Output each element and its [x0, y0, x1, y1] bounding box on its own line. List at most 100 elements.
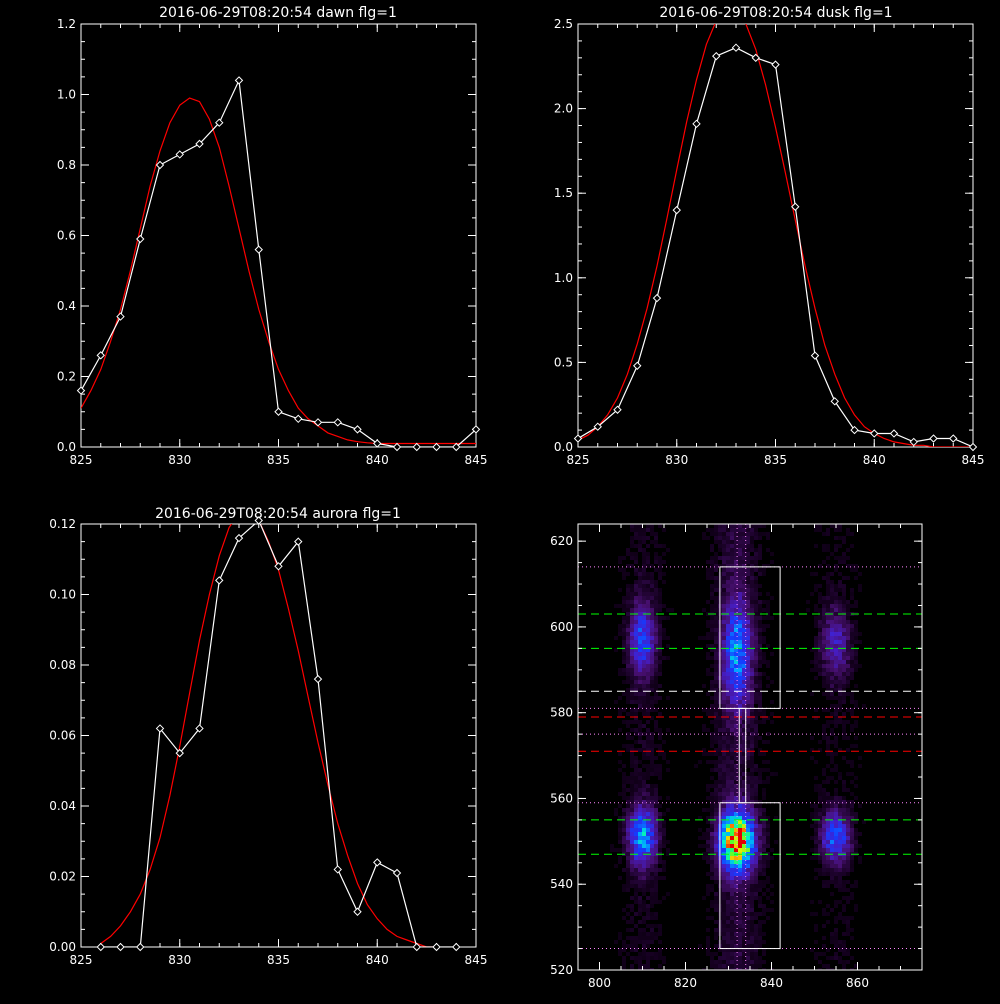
- dawn-data-point: [76, 386, 86, 395]
- aurora-title: 2016-06-29T08:20:54 aurora flg=1: [155, 506, 401, 522]
- dusk-data-point: [929, 434, 938, 443]
- image-xtick-label: 820: [674, 976, 697, 990]
- aurora-data-point: [353, 907, 362, 916]
- aurora-data-point: [116, 942, 125, 952]
- dawn-data-point: [373, 439, 382, 448]
- aurora-xtick-label: 830: [168, 953, 191, 967]
- dusk-ytick-label: 1.5: [554, 186, 573, 200]
- dusk-data-point: [791, 202, 800, 211]
- dawn-data-point: [274, 407, 283, 416]
- dawn-data-point: [412, 442, 421, 452]
- image-panel: 800 820 840 860 520 540 560 580 600 620: [550, 523, 923, 990]
- dusk-data-point: [810, 351, 820, 360]
- dusk-data-point: [613, 405, 622, 414]
- dusk-xtick-label: 825: [567, 453, 590, 467]
- image-ytick-label: 520: [550, 963, 573, 977]
- dusk-xtick-label: 830: [665, 453, 688, 467]
- dawn-data-point: [254, 245, 263, 254]
- image-xtick-label: 800: [588, 976, 611, 990]
- dawn-xtick-label: 835: [267, 453, 290, 467]
- aurora-ytick-label: 0.02: [49, 870, 76, 884]
- aurora-data-point: [294, 537, 303, 546]
- dawn-xtick-label: 845: [465, 453, 488, 467]
- dawn-data-point: [116, 312, 125, 321]
- aurora-data-point: [274, 562, 283, 571]
- dusk-data-point: [850, 425, 859, 435]
- dawn-ytick-label: 1.2: [57, 17, 76, 31]
- dawn-xtick-label: 840: [366, 453, 389, 467]
- dawn-panel: 2016-06-29T08:20:54 dawn flg=1 825 830 835…: [57, 5, 488, 467]
- dusk-data-point: [652, 293, 662, 303]
- aurora-data-point: [313, 674, 323, 684]
- dusk-fit-curve: [578, 24, 973, 447]
- dawn-data-point: [96, 351, 105, 360]
- aurora-data-point: [195, 724, 204, 733]
- selection-box: [719, 802, 781, 950]
- aurora-ytick-label: 0.12: [49, 517, 76, 531]
- selection-box: [719, 566, 781, 709]
- dawn-data-point: [333, 418, 342, 427]
- aurora-data-point: [155, 724, 165, 733]
- dusk-data-point: [712, 51, 721, 61]
- dusk-data-point: [949, 434, 958, 443]
- aurora-data-point: [254, 516, 263, 525]
- image-ytick-label: 600: [550, 620, 573, 634]
- aurora-data-point: [234, 533, 244, 543]
- dusk-data-point: [909, 437, 918, 447]
- aurora-data-point: [432, 942, 441, 952]
- aurora-data-point: [215, 576, 224, 585]
- aurora-ytick-label: 0.00: [49, 940, 76, 954]
- aurora-ytick-label: 0.10: [49, 588, 76, 602]
- selection-box: [738, 707, 747, 804]
- aurora-data-point: [392, 868, 402, 878]
- dawn-data-point: [353, 425, 362, 434]
- dawn-data-point: [195, 139, 204, 149]
- dusk-data-point: [633, 361, 642, 370]
- aurora-panel: 2016-06-29T08:20:54 aurora flg=1 825 830 8…: [49, 506, 487, 967]
- image-xtick-label: 860: [846, 976, 869, 990]
- image-xtick-label: 840: [760, 976, 783, 990]
- aurora-xtick-label: 835: [267, 953, 290, 967]
- dusk-data-point: [870, 429, 879, 438]
- aurora-data-point: [373, 858, 382, 867]
- dusk-panel: 2016-06-29T08:20:54 dusk flg=1 825 830 835…: [554, 5, 985, 467]
- dusk-title: 2016-06-29T08:20:54 dusk flg=1: [659, 5, 892, 21]
- dawn-title: 2016-06-29T08:20:54 dawn flg=1: [159, 5, 397, 21]
- aurora-data-point: [136, 942, 145, 952]
- dawn-xtick-label: 825: [70, 453, 93, 467]
- dawn-fit-curve: [81, 97, 476, 445]
- dawn-ytick-label: 0.0: [57, 440, 76, 454]
- aurora-data-point: [412, 942, 421, 952]
- dawn-data-point: [215, 118, 224, 127]
- dusk-data-point: [830, 397, 839, 406]
- aurora-ytick-label: 0.06: [49, 729, 76, 743]
- dawn-data-point: [313, 418, 323, 427]
- aurora-data-point: [175, 748, 184, 758]
- dawn-data-point: [155, 160, 165, 170]
- dawn-ytick-label: 0.6: [57, 229, 76, 243]
- dawn-ytick-label: 1.0: [57, 88, 76, 102]
- dusk-ytick-label: 2.5: [554, 17, 573, 31]
- dusk-data-point: [889, 429, 899, 438]
- aurora-ytick-label: 0.04: [49, 799, 76, 813]
- dawn-data-point: [471, 425, 481, 434]
- aurora-data-point: [452, 942, 461, 952]
- dawn-data-point: [432, 442, 441, 452]
- dusk-ytick-label: 1.0: [554, 271, 573, 285]
- dusk-ytick-label: 2.0: [554, 102, 573, 116]
- aurora-data-point: [333, 865, 342, 874]
- aurora-data-point: [96, 942, 105, 952]
- dusk-data-point: [593, 422, 602, 431]
- aurora-xtick-label: 840: [366, 953, 389, 967]
- dusk-xtick-label: 835: [764, 453, 787, 467]
- dawn-data-point: [175, 150, 184, 159]
- dawn-data-point: [392, 442, 402, 452]
- aurora-fit-curve: [100, 524, 437, 947]
- dusk-data-point: [731, 43, 741, 52]
- dusk-data-point: [751, 53, 760, 63]
- image-ytick-label: 580: [550, 706, 573, 720]
- dusk-data-point: [692, 119, 701, 129]
- aurora-xtick-label: 845: [465, 953, 488, 967]
- dawn-data-point: [234, 76, 244, 85]
